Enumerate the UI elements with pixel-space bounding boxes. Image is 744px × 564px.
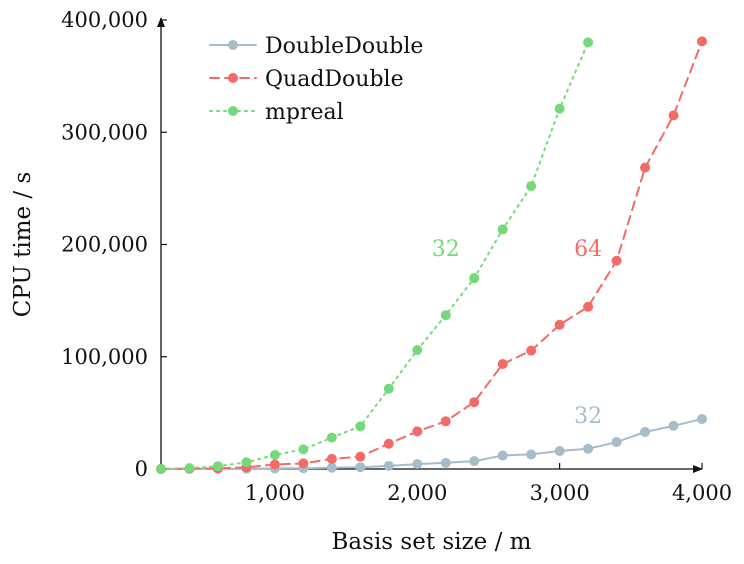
data-point-quaddouble [440, 416, 451, 427]
data-point-mpreal [355, 421, 366, 432]
data-point-quaddouble [383, 438, 394, 449]
y-tick-label: 400,000 [61, 8, 148, 32]
y-tick-label: 0 [135, 457, 148, 481]
data-point-mpreal [583, 37, 594, 48]
series-layer [156, 36, 707, 474]
data-point-quaddouble [668, 110, 679, 121]
data-point-quaddouble [554, 319, 565, 330]
legend-marker-quaddouble [228, 73, 238, 83]
legend-marker-doubledouble [228, 40, 238, 50]
legend-entry-mpreal: mpreal [209, 100, 344, 125]
data-point-quaddouble [355, 451, 366, 462]
x-axis-title: Basis set size / m [332, 529, 532, 555]
data-point-doubledouble [440, 457, 451, 468]
data-point-mpreal [269, 449, 280, 460]
data-point-quaddouble [526, 345, 537, 356]
data-point-doubledouble [383, 460, 394, 471]
data-point-doubledouble [668, 420, 679, 431]
annotations: 32 64 32 [432, 237, 602, 429]
data-point-doubledouble [526, 449, 537, 460]
data-point-mpreal [497, 224, 508, 235]
y-tick-label: 200,000 [61, 233, 148, 257]
data-point-doubledouble [554, 446, 565, 457]
data-point-doubledouble [326, 462, 337, 473]
data-point-mpreal [554, 103, 565, 114]
data-point-mpreal [326, 432, 337, 443]
data-point-doubledouble [412, 459, 423, 470]
annotation-label: 32 [432, 237, 460, 262]
data-point-mpreal [440, 310, 451, 321]
data-point-doubledouble [611, 437, 622, 448]
legend-entry-doubledouble: DoubleDouble [209, 34, 423, 59]
ticks: 1,000 2,000 3,000 4,000 0 100,000 200,000 300,0… [61, 8, 732, 505]
series-line-mpreal [160, 41, 590, 470]
x-tick-label: 1,000 [245, 481, 305, 505]
legend-label-quaddouble: QuadDouble [265, 67, 404, 92]
x-tick-label: 2,000 [387, 481, 447, 505]
data-point-mpreal [184, 463, 195, 474]
data-point-doubledouble [583, 443, 594, 454]
y-axis-title: CPU time / s [10, 172, 36, 318]
legend-label-mpreal: mpreal [265, 100, 344, 125]
series-doubledouble [156, 414, 707, 474]
data-point-mpreal [241, 457, 252, 468]
data-point-doubledouble [355, 462, 366, 473]
annotation-label: 64 [574, 237, 602, 262]
data-point-doubledouble [697, 414, 707, 425]
data-point-mpreal [526, 181, 537, 192]
data-point-doubledouble [469, 456, 480, 467]
data-point-quaddouble [640, 162, 651, 173]
data-point-mpreal [412, 345, 423, 356]
data-point-quaddouble [469, 397, 480, 408]
data-point-doubledouble [640, 426, 651, 437]
y-tick-label: 100,000 [61, 345, 148, 369]
data-point-quaddouble [269, 459, 280, 470]
data-point-quaddouble [583, 301, 594, 312]
data-point-quaddouble [412, 426, 423, 437]
series-mpreal [156, 37, 594, 474]
data-point-quaddouble [497, 359, 508, 370]
x-tick-label: 4,000 [672, 481, 732, 505]
legend-label-doubledouble: DoubleDouble [265, 34, 423, 59]
legend: DoubleDouble QuadDouble mpreal [209, 34, 423, 125]
x-tick-label: 3,000 [530, 481, 590, 505]
data-point-mpreal [469, 273, 480, 284]
data-point-mpreal [156, 464, 166, 474]
data-point-quaddouble [697, 36, 707, 47]
legend-entry-quaddouble: QuadDouble [209, 67, 404, 92]
data-point-mpreal [383, 383, 394, 394]
data-point-mpreal [298, 444, 309, 455]
data-point-doubledouble [497, 450, 508, 461]
data-point-quaddouble [611, 255, 622, 266]
y-tick-label: 300,000 [61, 120, 148, 144]
data-point-quaddouble [326, 453, 337, 464]
annotation-label: 32 [574, 404, 602, 429]
data-point-mpreal [212, 461, 223, 472]
legend-marker-mpreal [228, 106, 238, 116]
data-point-quaddouble [298, 458, 309, 469]
